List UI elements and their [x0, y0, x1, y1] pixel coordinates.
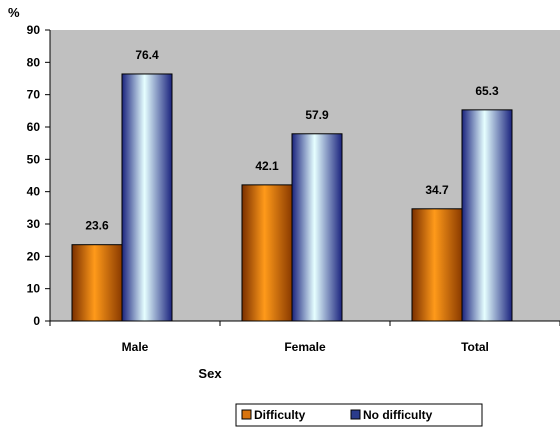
x-axis-title: Sex — [198, 366, 222, 381]
bar-female-no-difficulty — [291, 133, 343, 322]
y-tick-label: 20 — [27, 249, 41, 263]
bar-male-no-difficulty — [121, 73, 173, 322]
y-axis-title: % — [8, 5, 20, 20]
legend-swatch-difficulty — [241, 409, 252, 420]
y-axis-ticks: 0 10 20 30 40 50 60 70 80 90 — [27, 23, 50, 328]
legend: Difficulty No difficulty — [235, 403, 483, 427]
bar-total-difficulty — [411, 208, 463, 322]
x-tick-label-total: Total — [461, 340, 489, 354]
legend-swatch-no-difficulty — [350, 409, 361, 420]
y-tick-label: 60 — [27, 120, 41, 134]
x-tick-label-female: Female — [284, 340, 326, 354]
bar-male-difficulty — [71, 244, 123, 322]
data-label-total-difficulty: 34.7 — [425, 183, 449, 197]
bar-total-no-difficulty — [461, 109, 513, 322]
y-tick-label: 30 — [27, 217, 41, 231]
x-axis-ticks: Male Female Total — [49, 321, 560, 354]
legend-label-no-difficulty: No difficulty — [363, 408, 433, 422]
y-tick-label: 10 — [27, 282, 41, 296]
data-label-female-no-difficulty: 57.9 — [305, 108, 329, 122]
data-label-male-difficulty: 23.6 — [85, 219, 109, 233]
y-tick-label: 90 — [27, 23, 41, 37]
data-label-total-no-difficulty: 65.3 — [475, 84, 499, 98]
y-tick-label: 0 — [33, 314, 40, 328]
bar-female-difficulty — [241, 184, 293, 322]
y-tick-label: 80 — [27, 55, 41, 69]
x-tick-label-male: Male — [122, 340, 149, 354]
data-label-male-no-difficulty: 76.4 — [135, 48, 159, 62]
y-tick-label: 40 — [27, 185, 41, 199]
y-tick-label: 70 — [27, 88, 41, 102]
bars — [71, 73, 513, 322]
data-label-female-difficulty: 42.1 — [255, 159, 279, 173]
y-tick-label: 50 — [27, 152, 41, 166]
data-labels: 23.6 76.4 42.1 57.9 34.7 65.3 — [85, 48, 499, 233]
legend-label-difficulty: Difficulty — [254, 408, 306, 422]
